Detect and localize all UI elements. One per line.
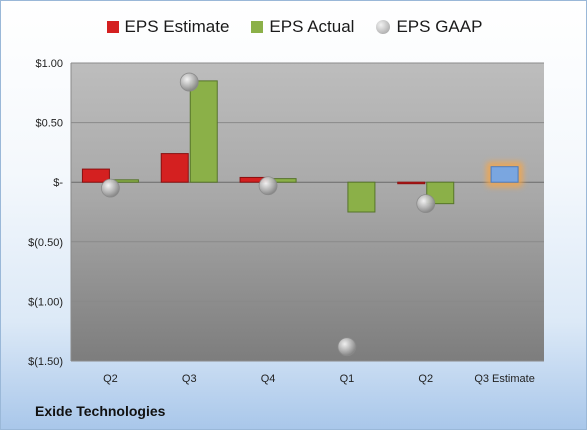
x-tick-label: Q3: [182, 373, 197, 385]
marker-eps-gaap: [179, 72, 199, 92]
company-name: Exide Technologies: [35, 403, 166, 419]
legend-swatch-eps-estimate: [106, 21, 119, 33]
x-tick-label: Q4: [261, 373, 276, 385]
marker-eps-gaap: [258, 176, 278, 196]
legend-swatch-eps-actual: [251, 21, 264, 33]
bar-eps-estimate: [81, 168, 110, 183]
marker-eps-gaap: [337, 337, 357, 357]
y-tick-label: $(1.50): [28, 356, 63, 368]
legend-label-eps-actual: EPS Actual: [269, 17, 355, 36]
x-tick-label: Q1: [340, 373, 355, 385]
y-tick-label: $(0.50): [28, 237, 63, 249]
y-tick-label: $0.50: [35, 118, 63, 130]
x-tick-label: Q2: [103, 373, 118, 385]
legend-item-eps-actual: EPS Actual: [251, 17, 354, 37]
bar-eps-actual: [189, 80, 218, 183]
x-tick-label: Q3 Estimate: [474, 373, 535, 385]
legend: EPS Estimate EPS Actual EPS GAAP: [1, 17, 587, 37]
x-tick-label: Q2: [418, 373, 433, 385]
bar-eps-estimate: [160, 153, 189, 183]
bar-eps-actual: [426, 181, 455, 205]
marker-eps-gaap: [101, 178, 120, 198]
bar-q3-estimate: [490, 166, 519, 183]
bar-eps-actual: [347, 181, 376, 213]
y-tick-label: $(1.00): [28, 296, 63, 308]
y-tick-label: $-: [53, 177, 63, 189]
legend-label-eps-gaap: EPS GAAP: [396, 17, 483, 36]
legend-swatch-eps-gaap: [376, 20, 391, 34]
y-tick-label: $1.00: [35, 58, 63, 70]
plot-area: [71, 63, 544, 361]
legend-label-eps-estimate: EPS Estimate: [124, 17, 230, 36]
legend-item-eps-estimate: EPS Estimate: [106, 17, 230, 37]
marker-eps-gaap: [416, 194, 436, 214]
legend-item-eps-gaap: EPS GAAP: [376, 17, 482, 37]
bar-eps-estimate: [397, 181, 426, 185]
